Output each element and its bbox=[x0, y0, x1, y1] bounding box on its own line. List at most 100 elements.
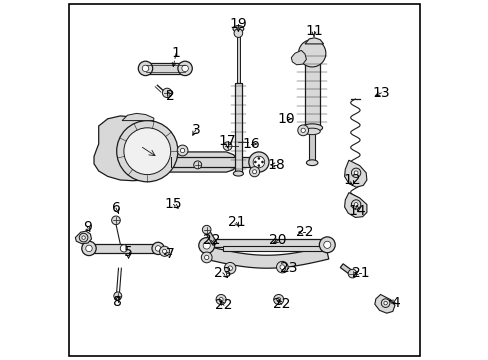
Polygon shape bbox=[223, 246, 323, 251]
Polygon shape bbox=[145, 63, 185, 74]
Circle shape bbox=[182, 65, 188, 72]
Circle shape bbox=[180, 148, 184, 153]
Circle shape bbox=[383, 301, 386, 305]
Polygon shape bbox=[308, 131, 315, 162]
Text: 6: 6 bbox=[111, 201, 120, 215]
Text: 2: 2 bbox=[166, 90, 175, 103]
Text: 12: 12 bbox=[343, 173, 361, 187]
Polygon shape bbox=[75, 231, 91, 244]
Text: 18: 18 bbox=[267, 158, 285, 172]
Circle shape bbox=[111, 216, 120, 225]
Text: 7: 7 bbox=[166, 247, 175, 261]
Polygon shape bbox=[205, 246, 328, 268]
Ellipse shape bbox=[233, 171, 243, 176]
Circle shape bbox=[85, 245, 92, 252]
Circle shape bbox=[351, 168, 360, 177]
Circle shape bbox=[347, 269, 356, 278]
Circle shape bbox=[159, 246, 169, 256]
Circle shape bbox=[81, 236, 85, 239]
Circle shape bbox=[276, 261, 287, 273]
Ellipse shape bbox=[232, 26, 244, 32]
Polygon shape bbox=[170, 157, 258, 167]
Circle shape bbox=[201, 252, 212, 263]
Text: 3: 3 bbox=[191, 123, 200, 136]
Circle shape bbox=[199, 238, 214, 253]
Circle shape bbox=[117, 121, 178, 182]
Circle shape bbox=[162, 249, 166, 253]
Text: 20: 20 bbox=[269, 234, 286, 247]
Circle shape bbox=[254, 161, 256, 163]
Text: 23: 23 bbox=[280, 261, 297, 275]
Circle shape bbox=[223, 142, 231, 150]
Polygon shape bbox=[206, 239, 326, 247]
Circle shape bbox=[155, 246, 161, 251]
Circle shape bbox=[219, 297, 223, 302]
Text: 21: 21 bbox=[351, 266, 369, 280]
Circle shape bbox=[298, 40, 325, 67]
Text: 11: 11 bbox=[305, 24, 322, 37]
Circle shape bbox=[381, 299, 389, 307]
Polygon shape bbox=[305, 38, 323, 44]
Circle shape bbox=[301, 128, 305, 132]
Circle shape bbox=[280, 265, 284, 269]
Polygon shape bbox=[89, 244, 158, 253]
Ellipse shape bbox=[306, 160, 317, 166]
Circle shape bbox=[193, 161, 201, 169]
Circle shape bbox=[261, 161, 263, 163]
Circle shape bbox=[257, 165, 260, 167]
Text: 23: 23 bbox=[214, 266, 231, 280]
Circle shape bbox=[204, 255, 208, 260]
Circle shape bbox=[162, 88, 171, 98]
Circle shape bbox=[79, 233, 88, 242]
Polygon shape bbox=[94, 116, 237, 181]
Circle shape bbox=[114, 292, 122, 300]
Text: 21: 21 bbox=[227, 216, 245, 229]
Text: 22: 22 bbox=[296, 225, 313, 239]
Circle shape bbox=[248, 152, 268, 172]
Polygon shape bbox=[344, 193, 366, 217]
Polygon shape bbox=[122, 113, 153, 121]
Circle shape bbox=[123, 128, 170, 175]
Text: 4: 4 bbox=[390, 296, 399, 310]
Circle shape bbox=[353, 171, 357, 175]
Polygon shape bbox=[236, 34, 240, 83]
Circle shape bbox=[253, 156, 264, 168]
Circle shape bbox=[234, 29, 242, 37]
Circle shape bbox=[257, 157, 260, 159]
Polygon shape bbox=[344, 160, 366, 187]
Circle shape bbox=[216, 294, 225, 305]
Polygon shape bbox=[340, 264, 353, 275]
Circle shape bbox=[178, 61, 192, 76]
Circle shape bbox=[202, 225, 211, 234]
Text: 16: 16 bbox=[242, 137, 259, 151]
Polygon shape bbox=[374, 294, 394, 313]
Circle shape bbox=[276, 297, 280, 302]
Circle shape bbox=[152, 242, 164, 255]
Text: 8: 8 bbox=[113, 296, 122, 309]
Circle shape bbox=[120, 245, 127, 252]
Circle shape bbox=[177, 145, 187, 156]
Circle shape bbox=[353, 203, 357, 206]
Circle shape bbox=[81, 241, 96, 256]
Polygon shape bbox=[304, 51, 319, 126]
Text: 14: 14 bbox=[347, 204, 365, 217]
Text: 9: 9 bbox=[82, 220, 91, 234]
Polygon shape bbox=[234, 83, 242, 173]
Circle shape bbox=[138, 61, 152, 76]
Circle shape bbox=[351, 200, 360, 209]
Circle shape bbox=[323, 241, 330, 248]
Circle shape bbox=[252, 170, 256, 174]
Polygon shape bbox=[291, 50, 306, 65]
Circle shape bbox=[142, 65, 148, 72]
Circle shape bbox=[249, 167, 259, 177]
Circle shape bbox=[227, 266, 232, 270]
Circle shape bbox=[319, 237, 335, 253]
Text: 15: 15 bbox=[164, 198, 182, 211]
Circle shape bbox=[224, 262, 235, 274]
Text: 17: 17 bbox=[218, 135, 236, 148]
Circle shape bbox=[203, 242, 210, 249]
Text: 22: 22 bbox=[272, 297, 290, 311]
Text: 10: 10 bbox=[277, 112, 295, 126]
Text: 5: 5 bbox=[124, 245, 133, 259]
Text: 19: 19 bbox=[229, 18, 247, 31]
